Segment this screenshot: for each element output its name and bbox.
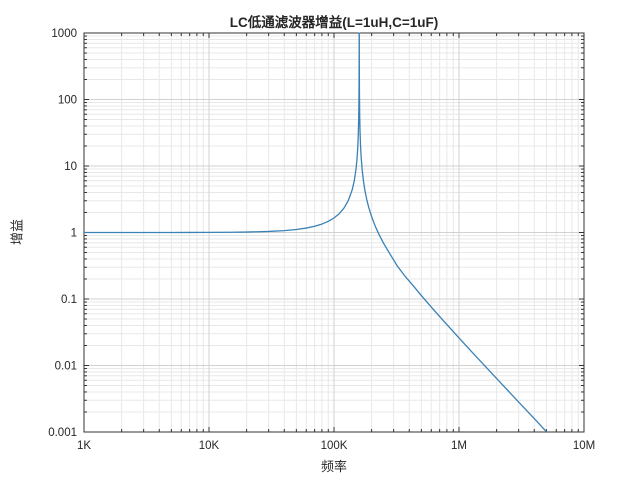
y-tick-label: 100 — [58, 95, 77, 107]
x-tick-label: 10M — [573, 440, 595, 452]
y-tick-label: 1 — [71, 228, 77, 240]
x-tick-label: 1M — [451, 440, 467, 452]
x-tick-label: 1K — [77, 440, 91, 452]
x-tick-label: 10K — [199, 440, 220, 452]
y-tick-label: 10 — [64, 161, 77, 173]
chart-title: LC低通滤波器增益(L=1uH,C=1uF) — [229, 15, 439, 30]
y-tick-label: 0.01 — [55, 361, 77, 373]
y-tick-label: 0.1 — [61, 294, 77, 306]
y-tick-label: 1000 — [51, 28, 77, 40]
x-axis-label: 频率 — [320, 459, 347, 474]
gain-curve — [84, 32, 547, 433]
y-axis-label: 增益 — [9, 218, 25, 246]
x-tick-label: 100K — [321, 440, 348, 452]
y-tick-label: 0.001 — [48, 427, 77, 439]
